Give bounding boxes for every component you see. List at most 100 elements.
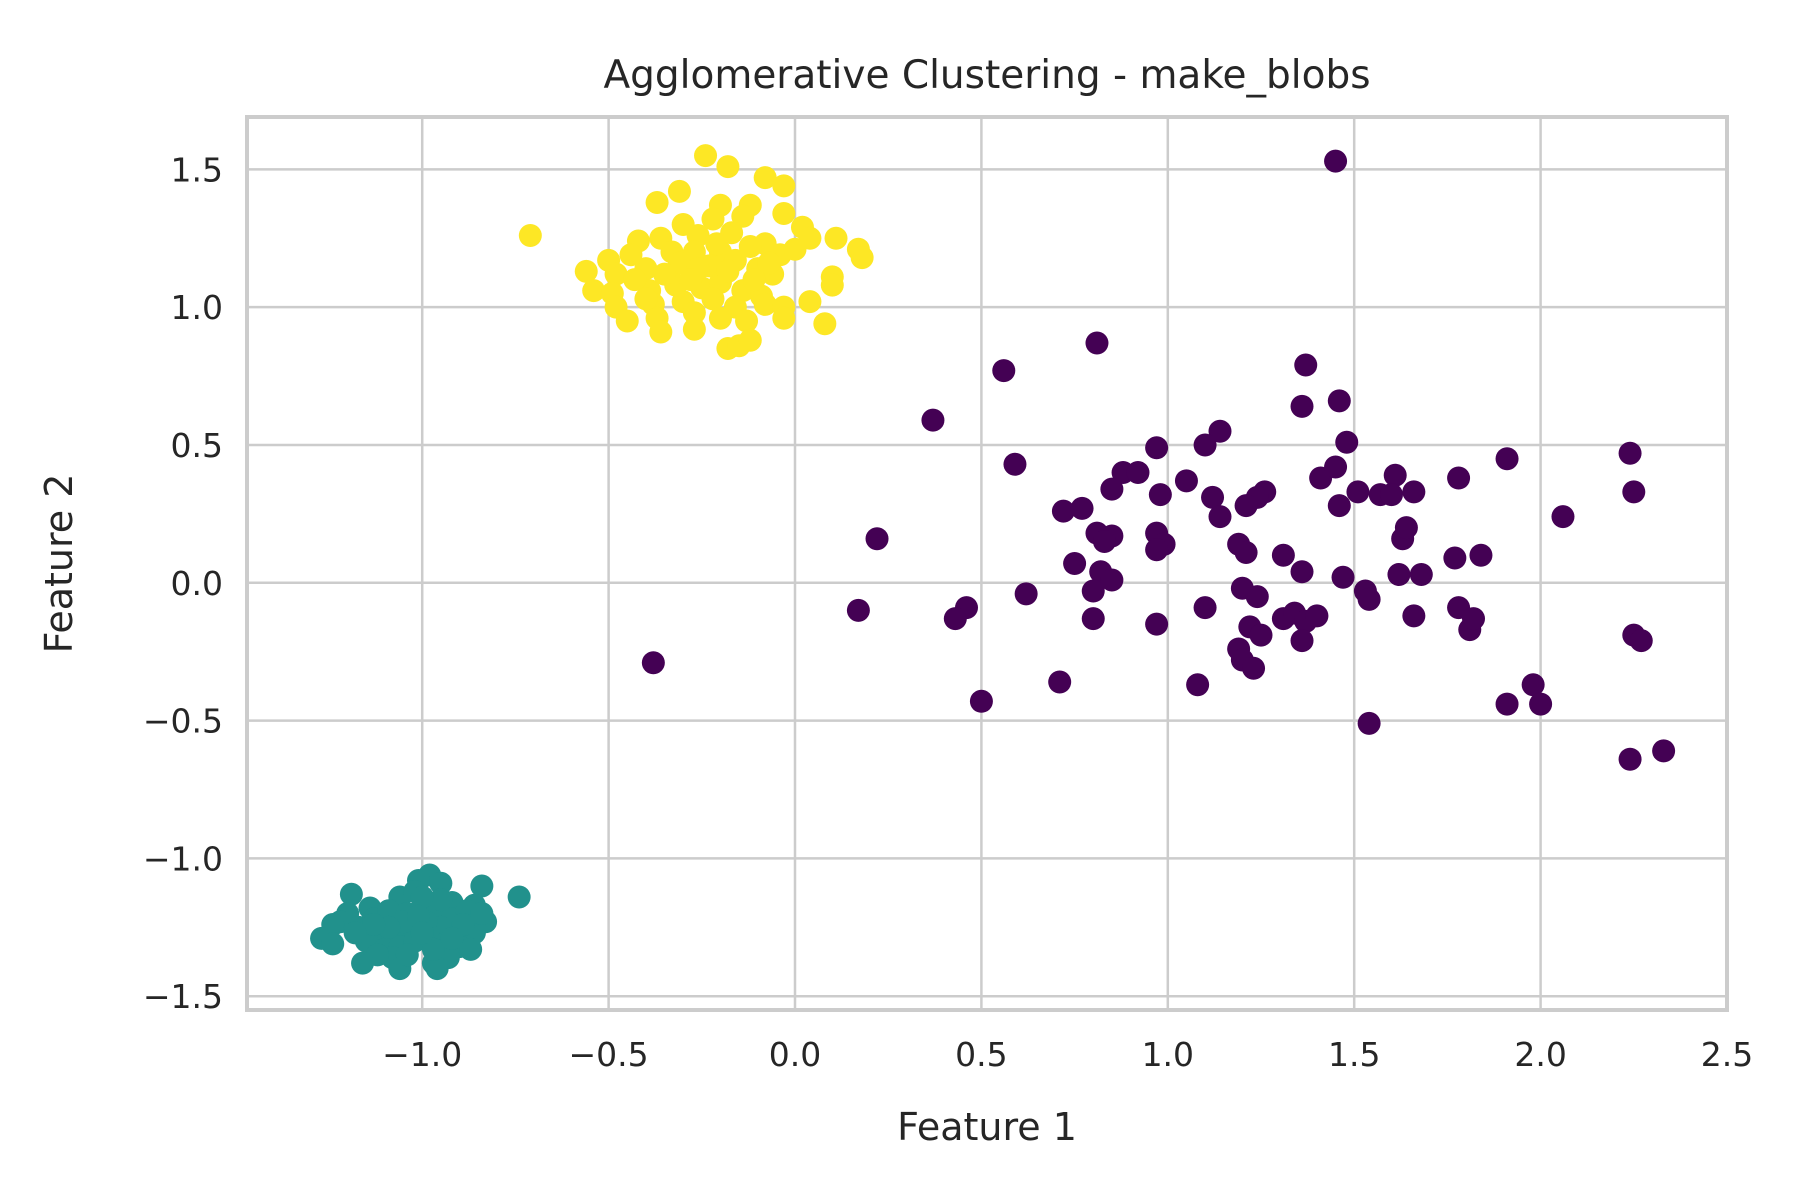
cluster-1-point — [421, 937, 445, 961]
cluster-2-point — [623, 268, 647, 292]
cluster-2-point — [708, 306, 732, 330]
cluster-2-point — [716, 155, 740, 179]
tick-labels: −1.0 −0.5 0.0 0.5 1.0 1.5 2.0 2.5 −1.5 −1.0 −0.5 0.… — [143, 150, 1753, 1074]
y-tick-label: −0.5 — [143, 702, 223, 741]
cluster-1-point — [321, 932, 345, 956]
cluster-0-point — [1394, 516, 1418, 540]
cluster-0-point — [1529, 692, 1553, 716]
cluster-0-point — [1324, 455, 1348, 479]
cluster-2-point — [850, 246, 874, 270]
x-tick-label: 2.5 — [1701, 1035, 1753, 1074]
cluster-2-point — [738, 235, 762, 259]
cluster-0-point — [1379, 483, 1403, 507]
cluster-0-point — [1402, 604, 1426, 628]
cluster-0-point — [1521, 673, 1545, 697]
cluster-0-point — [1551, 505, 1575, 529]
cluster-0-point — [992, 359, 1016, 383]
cluster-1-point — [470, 902, 494, 926]
cluster-2-point — [679, 268, 703, 292]
cluster-1-point — [429, 871, 453, 895]
y-tick-label: 1.5 — [171, 150, 223, 189]
cluster-0-point — [1447, 466, 1471, 490]
cluster-0-point — [1234, 540, 1258, 564]
cluster-0-point — [1495, 692, 1519, 716]
cluster-0-point — [1622, 480, 1646, 504]
cluster-0-point — [1186, 673, 1210, 697]
cluster-2-point — [701, 207, 725, 231]
cluster-2-point — [824, 226, 848, 250]
cluster-2-point — [798, 290, 822, 314]
x-tick-label: 0.0 — [769, 1035, 821, 1074]
cluster-0-point — [1290, 394, 1314, 418]
cluster-0-point — [1208, 419, 1232, 443]
cluster-2-point — [682, 301, 706, 325]
cluster-0-point — [1003, 452, 1027, 476]
cluster-2-point — [772, 174, 796, 198]
cluster-0-point — [1327, 389, 1351, 413]
cluster-1-point — [507, 885, 531, 909]
cluster-0-point — [1085, 331, 1109, 355]
cluster-0-point — [1387, 563, 1411, 587]
x-tick-label: 2.0 — [1514, 1035, 1566, 1074]
y-tick-label: 0.0 — [171, 564, 223, 603]
x-axis-title: Feature 1 — [897, 1105, 1077, 1149]
cluster-0-point — [1100, 477, 1124, 501]
cluster-2-point — [701, 287, 725, 311]
cluster-0-point — [1092, 529, 1116, 553]
cluster-1-point — [339, 882, 363, 906]
cluster-0-point — [1193, 433, 1217, 457]
plot-frame — [245, 115, 1729, 1012]
cluster-0-point — [1294, 353, 1318, 377]
cluster-0-point — [1193, 596, 1217, 620]
cluster-0-point — [1014, 582, 1038, 606]
cluster-0-point — [846, 598, 870, 622]
y-tick-label: 0.5 — [171, 426, 223, 465]
cluster-2-point — [705, 232, 729, 256]
cluster-2-point — [645, 190, 669, 214]
cluster-0-point — [1402, 480, 1426, 504]
cluster-2-point — [753, 166, 777, 190]
cluster-0-point — [1081, 607, 1105, 631]
cluster-2-point — [604, 262, 628, 286]
cluster-1-point — [470, 874, 494, 898]
cluster-1-point — [351, 951, 375, 975]
cluster-0-point — [1174, 469, 1198, 493]
y-tick-label: −1.5 — [143, 977, 223, 1016]
cluster-0-point — [1652, 739, 1676, 763]
x-tick-label: −1.0 — [382, 1035, 462, 1074]
cluster-2-point — [518, 224, 542, 248]
cluster-0-point — [1305, 604, 1329, 628]
cluster-1-point — [362, 913, 386, 937]
cluster-2-point — [738, 328, 762, 352]
cluster-0-point — [1201, 485, 1225, 509]
chart-title: Agglomerative Clustering - make_blobs — [603, 53, 1370, 98]
cluster-2-point — [574, 259, 598, 283]
cluster-0-point — [1271, 543, 1295, 567]
cluster-1-point — [410, 921, 434, 945]
cluster-2-point — [582, 279, 606, 303]
cluster-0-point — [921, 408, 945, 432]
cluster-0-point — [1469, 543, 1493, 567]
cluster-0-point — [1383, 463, 1407, 487]
cluster-0-point — [1048, 670, 1072, 694]
cluster-0-point — [1145, 538, 1169, 562]
cluster-0-point — [1618, 747, 1642, 771]
cluster-0-point — [1145, 436, 1169, 460]
cluster-2-point — [682, 317, 706, 341]
cluster-0-point — [1443, 546, 1467, 570]
cluster-2-point — [634, 287, 658, 311]
cluster-2-point — [619, 243, 643, 267]
cluster-2-point — [820, 273, 844, 297]
y-tick-label: −1.0 — [143, 839, 223, 878]
cluster-0-point — [1290, 560, 1314, 584]
cluster-1-point — [343, 921, 367, 945]
x-tick-label: −0.5 — [569, 1035, 649, 1074]
cluster-2-point — [716, 259, 740, 283]
cluster-0-point — [1148, 483, 1172, 507]
cluster-0-point — [1081, 579, 1105, 603]
cluster-1-point — [459, 937, 483, 961]
cluster-0-point — [1145, 612, 1169, 636]
